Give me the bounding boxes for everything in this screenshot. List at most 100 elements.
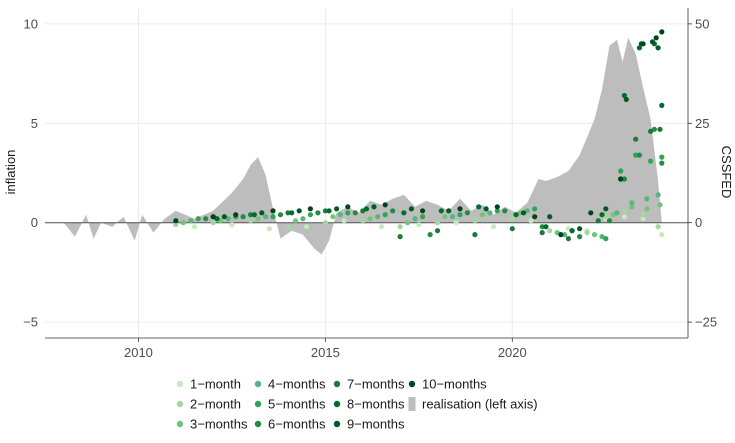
data-point bbox=[360, 218, 366, 224]
data-point bbox=[491, 224, 497, 230]
legend-label: 9−months bbox=[347, 417, 405, 432]
data-point bbox=[434, 228, 441, 234]
data-point bbox=[565, 236, 572, 242]
data-point bbox=[603, 206, 609, 212]
data-point bbox=[588, 210, 594, 216]
data-point bbox=[401, 210, 407, 216]
grid bbox=[45, 8, 688, 338]
data-point bbox=[334, 206, 340, 212]
data-point bbox=[251, 212, 257, 218]
data-point bbox=[341, 218, 347, 224]
x-tick-label: 2020 bbox=[498, 345, 527, 360]
data-point bbox=[502, 208, 508, 214]
data-point bbox=[438, 208, 444, 214]
data-point bbox=[315, 210, 321, 216]
data-point bbox=[322, 220, 328, 226]
series-4−months bbox=[188, 192, 661, 240]
data-point bbox=[483, 206, 489, 212]
legend-label: 2−month bbox=[190, 397, 241, 412]
data-point bbox=[655, 224, 661, 230]
data-point bbox=[446, 208, 452, 214]
data-point bbox=[562, 232, 568, 238]
data-point bbox=[569, 228, 575, 234]
data-point bbox=[378, 224, 385, 230]
legend-label: 5−months bbox=[268, 397, 326, 412]
data-point bbox=[539, 230, 545, 236]
data-point bbox=[266, 226, 272, 232]
x-tick-label: 2010 bbox=[124, 345, 153, 360]
data-point bbox=[653, 35, 659, 41]
data-point bbox=[513, 212, 519, 218]
data-point bbox=[408, 206, 414, 212]
legend-item: realisation (left axis) bbox=[408, 397, 538, 412]
data-point bbox=[577, 226, 583, 232]
data-point bbox=[420, 214, 426, 220]
data-point bbox=[367, 216, 373, 222]
data-point bbox=[640, 212, 646, 218]
data-point bbox=[263, 214, 269, 220]
axes: 2010 2015 2020 −5 0 5 10 −25 0 25 50 bbox=[23, 8, 717, 360]
legend-label: 1−month bbox=[190, 377, 241, 392]
data-point bbox=[464, 210, 470, 216]
data-point bbox=[345, 210, 351, 216]
legend-label: 8−months bbox=[347, 397, 405, 412]
data-point bbox=[659, 160, 665, 166]
y-tick-label: 10 bbox=[24, 16, 38, 31]
data-point bbox=[532, 214, 538, 220]
data-point bbox=[255, 216, 261, 222]
data-point bbox=[221, 214, 227, 220]
data-point bbox=[539, 224, 545, 230]
data-point bbox=[606, 218, 613, 224]
data-point bbox=[195, 216, 201, 222]
legend-key bbox=[176, 420, 184, 428]
data-point bbox=[648, 128, 654, 134]
data-point bbox=[479, 212, 485, 218]
data-point bbox=[472, 232, 478, 238]
data-point bbox=[487, 210, 493, 216]
data-point bbox=[240, 214, 246, 220]
data-point bbox=[584, 230, 590, 236]
legend-key bbox=[176, 380, 184, 388]
y2-axis-title: CSSFED bbox=[719, 146, 734, 199]
data-point bbox=[304, 224, 310, 230]
series-8−months bbox=[214, 41, 665, 234]
data-point bbox=[618, 168, 624, 174]
legend-label: 4−months bbox=[268, 377, 326, 392]
y-tick-label: 5 bbox=[31, 116, 38, 131]
data-point bbox=[326, 208, 332, 214]
data-point bbox=[233, 212, 239, 218]
data-point bbox=[248, 212, 254, 218]
data-point bbox=[644, 196, 650, 202]
data-point bbox=[363, 206, 370, 212]
data-point bbox=[633, 136, 639, 142]
y2-tick-label: −25 bbox=[695, 315, 717, 330]
data-point bbox=[603, 236, 609, 242]
y2-tick-label: 50 bbox=[695, 16, 709, 31]
data-point bbox=[330, 214, 336, 220]
legend-label: 7−months bbox=[347, 377, 405, 392]
data-point bbox=[397, 224, 403, 230]
data-point bbox=[405, 220, 411, 226]
data-point bbox=[307, 212, 313, 218]
data-point bbox=[618, 176, 624, 182]
data-point bbox=[644, 206, 650, 212]
data-point bbox=[371, 204, 377, 210]
legend-item: 9−months bbox=[333, 417, 405, 432]
data-point bbox=[457, 212, 463, 218]
data-point bbox=[640, 216, 646, 222]
data-point bbox=[636, 152, 643, 158]
data-point bbox=[640, 41, 646, 47]
data-point bbox=[599, 212, 605, 218]
data-point bbox=[629, 200, 635, 206]
data-point bbox=[494, 204, 500, 210]
data-point bbox=[472, 218, 478, 224]
data-point bbox=[621, 92, 628, 99]
data-point bbox=[420, 208, 426, 214]
data-point bbox=[285, 224, 291, 230]
data-point bbox=[476, 204, 482, 210]
data-point bbox=[547, 228, 553, 234]
data-point bbox=[659, 154, 665, 160]
legend-item: 3−months bbox=[176, 417, 248, 432]
data-point bbox=[547, 214, 553, 220]
data-point bbox=[595, 218, 601, 224]
